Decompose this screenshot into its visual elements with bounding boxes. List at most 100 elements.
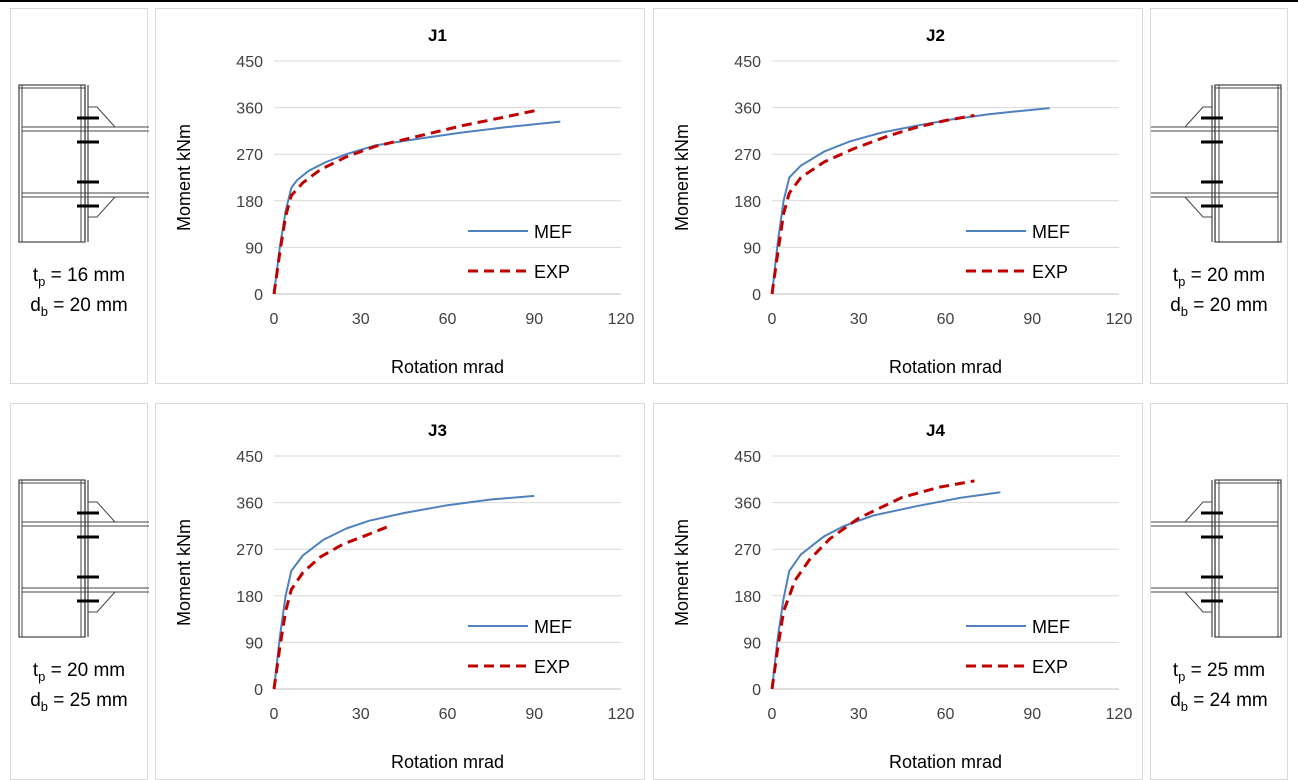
y-tick-label: 360 bbox=[236, 101, 263, 118]
plate-thickness-label-subscript: p bbox=[1178, 273, 1186, 289]
y-tick-label: 270 bbox=[734, 147, 761, 164]
chart-title: J2 bbox=[926, 26, 945, 45]
bolt-mark bbox=[1201, 140, 1223, 144]
x-axis-label: Rotation mrad bbox=[391, 357, 504, 377]
x-tick-label: 30 bbox=[352, 706, 370, 723]
y-tick-label: 270 bbox=[236, 147, 263, 164]
plate-thickness-label-value: = 16 mm bbox=[45, 265, 126, 286]
bolt-mark bbox=[1201, 116, 1223, 120]
y-tick-label: 270 bbox=[236, 542, 263, 559]
y-tick-label: 0 bbox=[752, 682, 761, 699]
plate-thickness-label-symbol: t bbox=[1172, 660, 1179, 681]
plate-thickness-label: tp = 20 mm bbox=[1151, 261, 1287, 297]
stiffener-line bbox=[1184, 196, 1212, 218]
legend-label-exp: EXP bbox=[1032, 262, 1068, 282]
x-tick-label: 0 bbox=[768, 706, 777, 723]
bolt-diameter-label-subscript: b bbox=[40, 303, 49, 319]
y-tick-label: 360 bbox=[734, 496, 761, 513]
chart-panel-j3: 0 90 180 270 360 450 0 30 60 90 120 J3 Rotation mrad… bbox=[155, 403, 645, 780]
bolt-mark bbox=[77, 180, 99, 184]
series-line-mef bbox=[771, 491, 1001, 690]
bolt-diameter-label-value: = 25 mm bbox=[48, 690, 128, 711]
y-tick-label: 0 bbox=[752, 287, 761, 304]
x-tick-label: 0 bbox=[270, 706, 279, 723]
x-tick-label: 60 bbox=[439, 311, 457, 328]
bolt-diameter-label-symbol: d bbox=[1170, 690, 1181, 711]
x-tick-label: 0 bbox=[270, 311, 279, 328]
y-tick-label: 360 bbox=[236, 496, 263, 513]
x-tick-label: 30 bbox=[850, 706, 868, 723]
stiffener-line bbox=[1184, 501, 1212, 523]
y-tick-label: 90 bbox=[245, 635, 263, 652]
x-tick-label: 0 bbox=[768, 311, 777, 328]
bolt-diameter-label: db = 20 mm bbox=[1151, 291, 1287, 327]
series-line-exp bbox=[272, 108, 538, 295]
chart-svg: 0 90 180 270 360 450 0 30 60 90 120 J2 Rotation mrad… bbox=[672, 26, 1132, 377]
chart-title: J4 bbox=[926, 421, 945, 440]
y-tick-label: 450 bbox=[236, 449, 263, 466]
y-tick-label: 450 bbox=[734, 54, 761, 71]
bolt-mark bbox=[1201, 180, 1223, 184]
y-tick-label: 90 bbox=[245, 240, 263, 257]
bolt-mark bbox=[1201, 575, 1223, 579]
bolt-mark bbox=[1201, 204, 1223, 208]
plate-thickness-label-symbol: t bbox=[32, 265, 39, 286]
y-axis-label: Moment kNm bbox=[174, 124, 194, 231]
bolt-diameter-label: db = 20 mm bbox=[11, 291, 147, 327]
joint-sketch bbox=[18, 479, 149, 638]
x-tick-label: 30 bbox=[352, 311, 370, 328]
series-line-mef bbox=[273, 120, 561, 295]
bolt-diameter-label: db = 24 mm bbox=[1151, 686, 1287, 722]
x-tick-label: 60 bbox=[937, 311, 955, 328]
joint-specimen-panel-j1: tp = 16 mm db = 20 mm bbox=[10, 8, 149, 384]
column-outline bbox=[18, 479, 86, 638]
y-tick-label: 360 bbox=[734, 101, 761, 118]
joint-sketch bbox=[1151, 84, 1282, 243]
x-tick-label: 90 bbox=[1023, 311, 1041, 328]
x-tick-label: 90 bbox=[525, 311, 543, 328]
bolt-diameter-label-value: = 24 mm bbox=[1188, 690, 1268, 711]
legend-label-mef: MEF bbox=[1032, 617, 1070, 637]
plate-thickness-label-subscript: p bbox=[38, 273, 46, 289]
bolt-mark bbox=[77, 599, 99, 603]
bolt-diameter-label-symbol: d bbox=[30, 690, 41, 711]
x-tick-label: 30 bbox=[850, 311, 868, 328]
chart-svg: 0 90 180 270 360 450 0 30 60 90 120 J1 Rotation mrad… bbox=[174, 26, 634, 377]
bolt-diameter-label-subscript: b bbox=[40, 698, 49, 714]
y-tick-label: 0 bbox=[254, 287, 263, 304]
chart-panel-j4: 0 90 180 270 360 450 0 30 60 90 120 J4 Rotation mrad… bbox=[653, 403, 1143, 780]
plate-thickness-label-value: = 25 mm bbox=[1185, 660, 1266, 681]
stiffener-line bbox=[88, 501, 116, 523]
joint-sketch-group bbox=[1151, 479, 1282, 638]
legend-label-mef: MEF bbox=[534, 222, 572, 242]
column-outline bbox=[1214, 84, 1282, 243]
bolt-diameter-label-subscript: b bbox=[1180, 303, 1189, 319]
series-line-exp bbox=[770, 113, 975, 295]
y-tick-label: 90 bbox=[743, 635, 761, 652]
bolt-diameter-label-symbol: d bbox=[1170, 295, 1181, 316]
joint-sketch-group bbox=[18, 84, 149, 243]
legend-label-exp: EXP bbox=[534, 657, 570, 677]
plate-thickness-label: tp = 25 mm bbox=[1151, 656, 1287, 692]
x-axis-label: Rotation mrad bbox=[889, 357, 1002, 377]
x-tick-label: 90 bbox=[525, 706, 543, 723]
x-tick-label: 120 bbox=[1106, 706, 1133, 723]
chart-svg: 0 90 180 270 360 450 0 30 60 90 120 J3 Rotation mrad… bbox=[174, 421, 634, 772]
joint-specimen-panel-j3: tp = 20 mm db = 25 mm bbox=[10, 403, 149, 780]
x-tick-label: 60 bbox=[439, 706, 457, 723]
bolt-diameter-label-value: = 20 mm bbox=[48, 295, 128, 316]
bolt-mark bbox=[1201, 599, 1223, 603]
stiffener-line bbox=[1184, 591, 1212, 613]
bolt-diameter-label: db = 25 mm bbox=[11, 686, 147, 722]
bolt-mark bbox=[77, 140, 99, 144]
y-tick-label: 450 bbox=[734, 449, 761, 466]
legend-label-exp: EXP bbox=[534, 262, 570, 282]
bolt-mark bbox=[1201, 535, 1223, 539]
column-outline bbox=[18, 84, 86, 243]
stiffener-line bbox=[88, 106, 116, 128]
x-tick-label: 60 bbox=[937, 706, 955, 723]
joint-sketch-group bbox=[18, 479, 149, 638]
y-tick-label: 0 bbox=[254, 682, 263, 699]
bolt-diameter-label-value: = 20 mm bbox=[1188, 295, 1268, 316]
y-axis-label: Moment kNm bbox=[672, 519, 692, 626]
